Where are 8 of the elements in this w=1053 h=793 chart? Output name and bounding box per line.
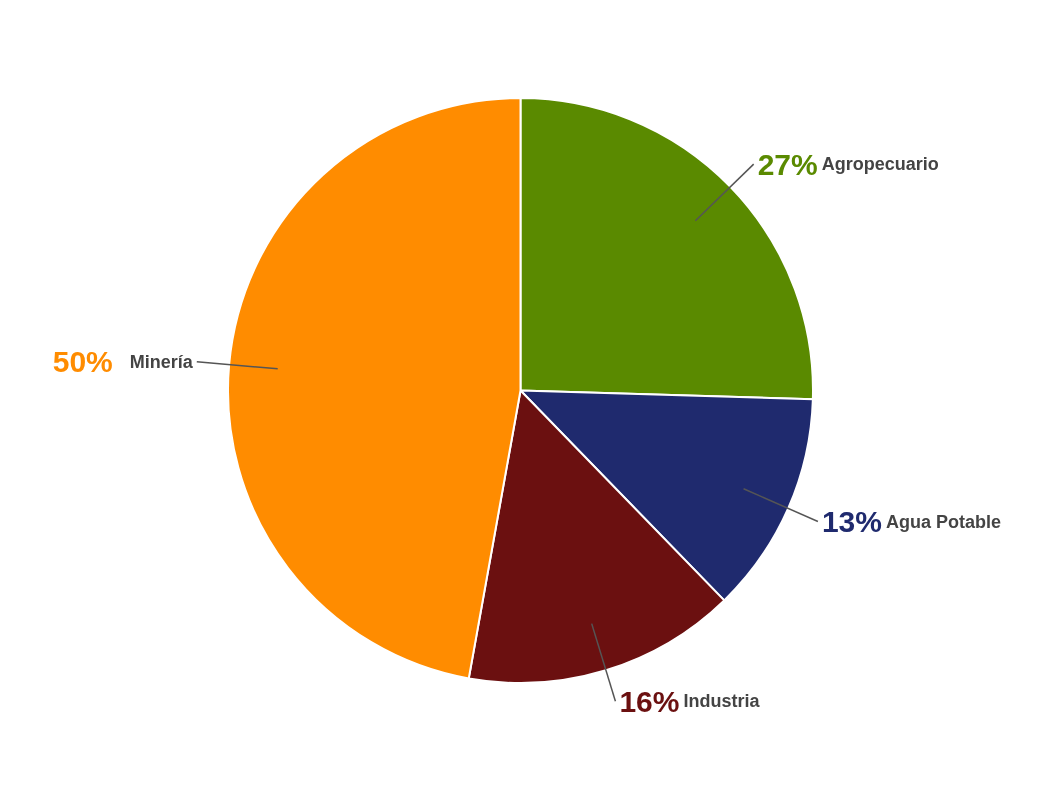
data-label: 27%	[757, 147, 818, 181]
slice-label: Minería	[129, 351, 194, 372]
data-label: 16%	[619, 684, 680, 718]
slice-label: Agropecuario	[821, 154, 939, 175]
slice-label: Industria	[683, 691, 761, 712]
data-label: 13%	[821, 505, 882, 539]
data-label: 50%	[52, 345, 113, 379]
slice-label: Agua Potable	[885, 511, 1001, 532]
